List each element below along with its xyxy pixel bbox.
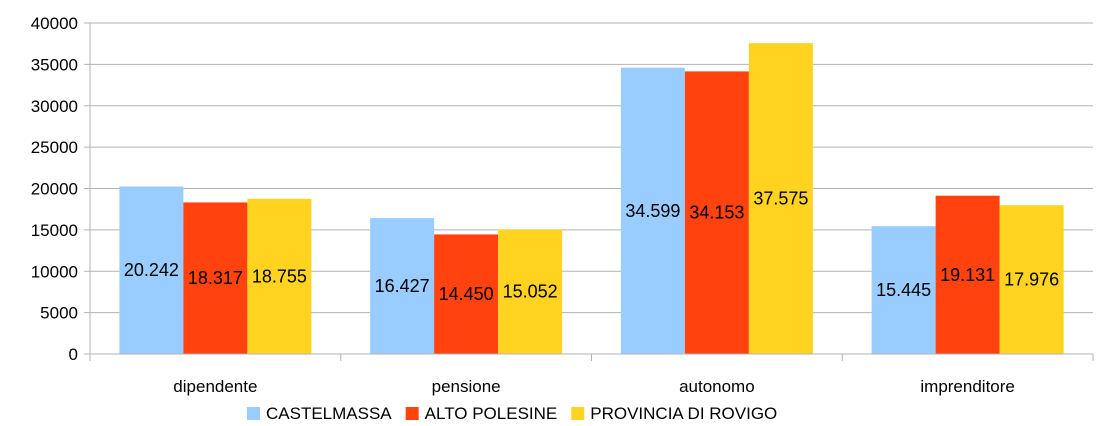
bar: [370, 218, 435, 354]
bar: [684, 71, 749, 355]
bar: [999, 205, 1064, 354]
y-tick-label: 25000: [31, 138, 78, 157]
data-label: 19.131: [940, 265, 995, 285]
legend: CASTELMASSA ALTO POLESINE PROVINCIA DI ROV…: [247, 404, 777, 423]
y-tick-label: 35000: [31, 55, 78, 74]
y-tick-label: 30000: [31, 97, 78, 116]
bar: [748, 43, 813, 355]
data-label: 14.450: [439, 284, 494, 304]
legend-swatch: [405, 407, 419, 420]
x-tick-label: pensione: [432, 377, 501, 396]
bar: [620, 67, 685, 355]
bar: [119, 186, 184, 354]
data-label: 17.976: [1004, 270, 1059, 290]
legend-swatch: [571, 407, 585, 420]
legend-label: CASTELMASSA: [266, 404, 392, 423]
y-tick-label: 40000: [31, 14, 78, 33]
bars: [119, 43, 1064, 355]
data-label: 37.575: [753, 189, 808, 209]
bar: [935, 195, 1000, 354]
legend-label: ALTO POLESINE: [425, 404, 558, 423]
y-tick-label: 10000: [31, 262, 78, 281]
bar: [498, 229, 563, 354]
bar: [871, 226, 936, 354]
data-label: 18.317: [188, 268, 243, 288]
y-axis: 0 5000 10000 15000 20000 25000 30000 35000 40000: [31, 14, 91, 364]
y-tick-label: 15000: [31, 221, 78, 240]
data-labels: 20.242 18.317 18.755 16.427 14.450 15.052 34.5…: [124, 189, 1059, 305]
y-tick-label: 0: [69, 345, 78, 364]
bar: [183, 202, 248, 354]
x-tick-label: autonomo: [679, 377, 755, 396]
data-label: 34.599: [625, 201, 680, 221]
data-label: 34.153: [689, 203, 744, 223]
y-tick-label: 5000: [40, 304, 78, 323]
legend-label: PROVINCIA DI ROVIGO: [590, 404, 777, 423]
x-axis: dipendente pensione autonomo imprenditore: [89, 353, 1094, 396]
x-tick-label: imprenditore: [920, 377, 1015, 396]
data-label: 18.755: [252, 266, 307, 286]
bar: [434, 234, 499, 354]
data-label: 16.427: [375, 276, 430, 296]
data-label: 15.445: [876, 280, 931, 300]
x-tick-label: dipendente: [173, 377, 257, 396]
bar: [247, 198, 312, 354]
data-label: 20.242: [124, 260, 179, 280]
y-tick-label: 20000: [31, 180, 78, 199]
legend-swatch: [247, 407, 260, 420]
data-label: 15.052: [503, 282, 558, 302]
